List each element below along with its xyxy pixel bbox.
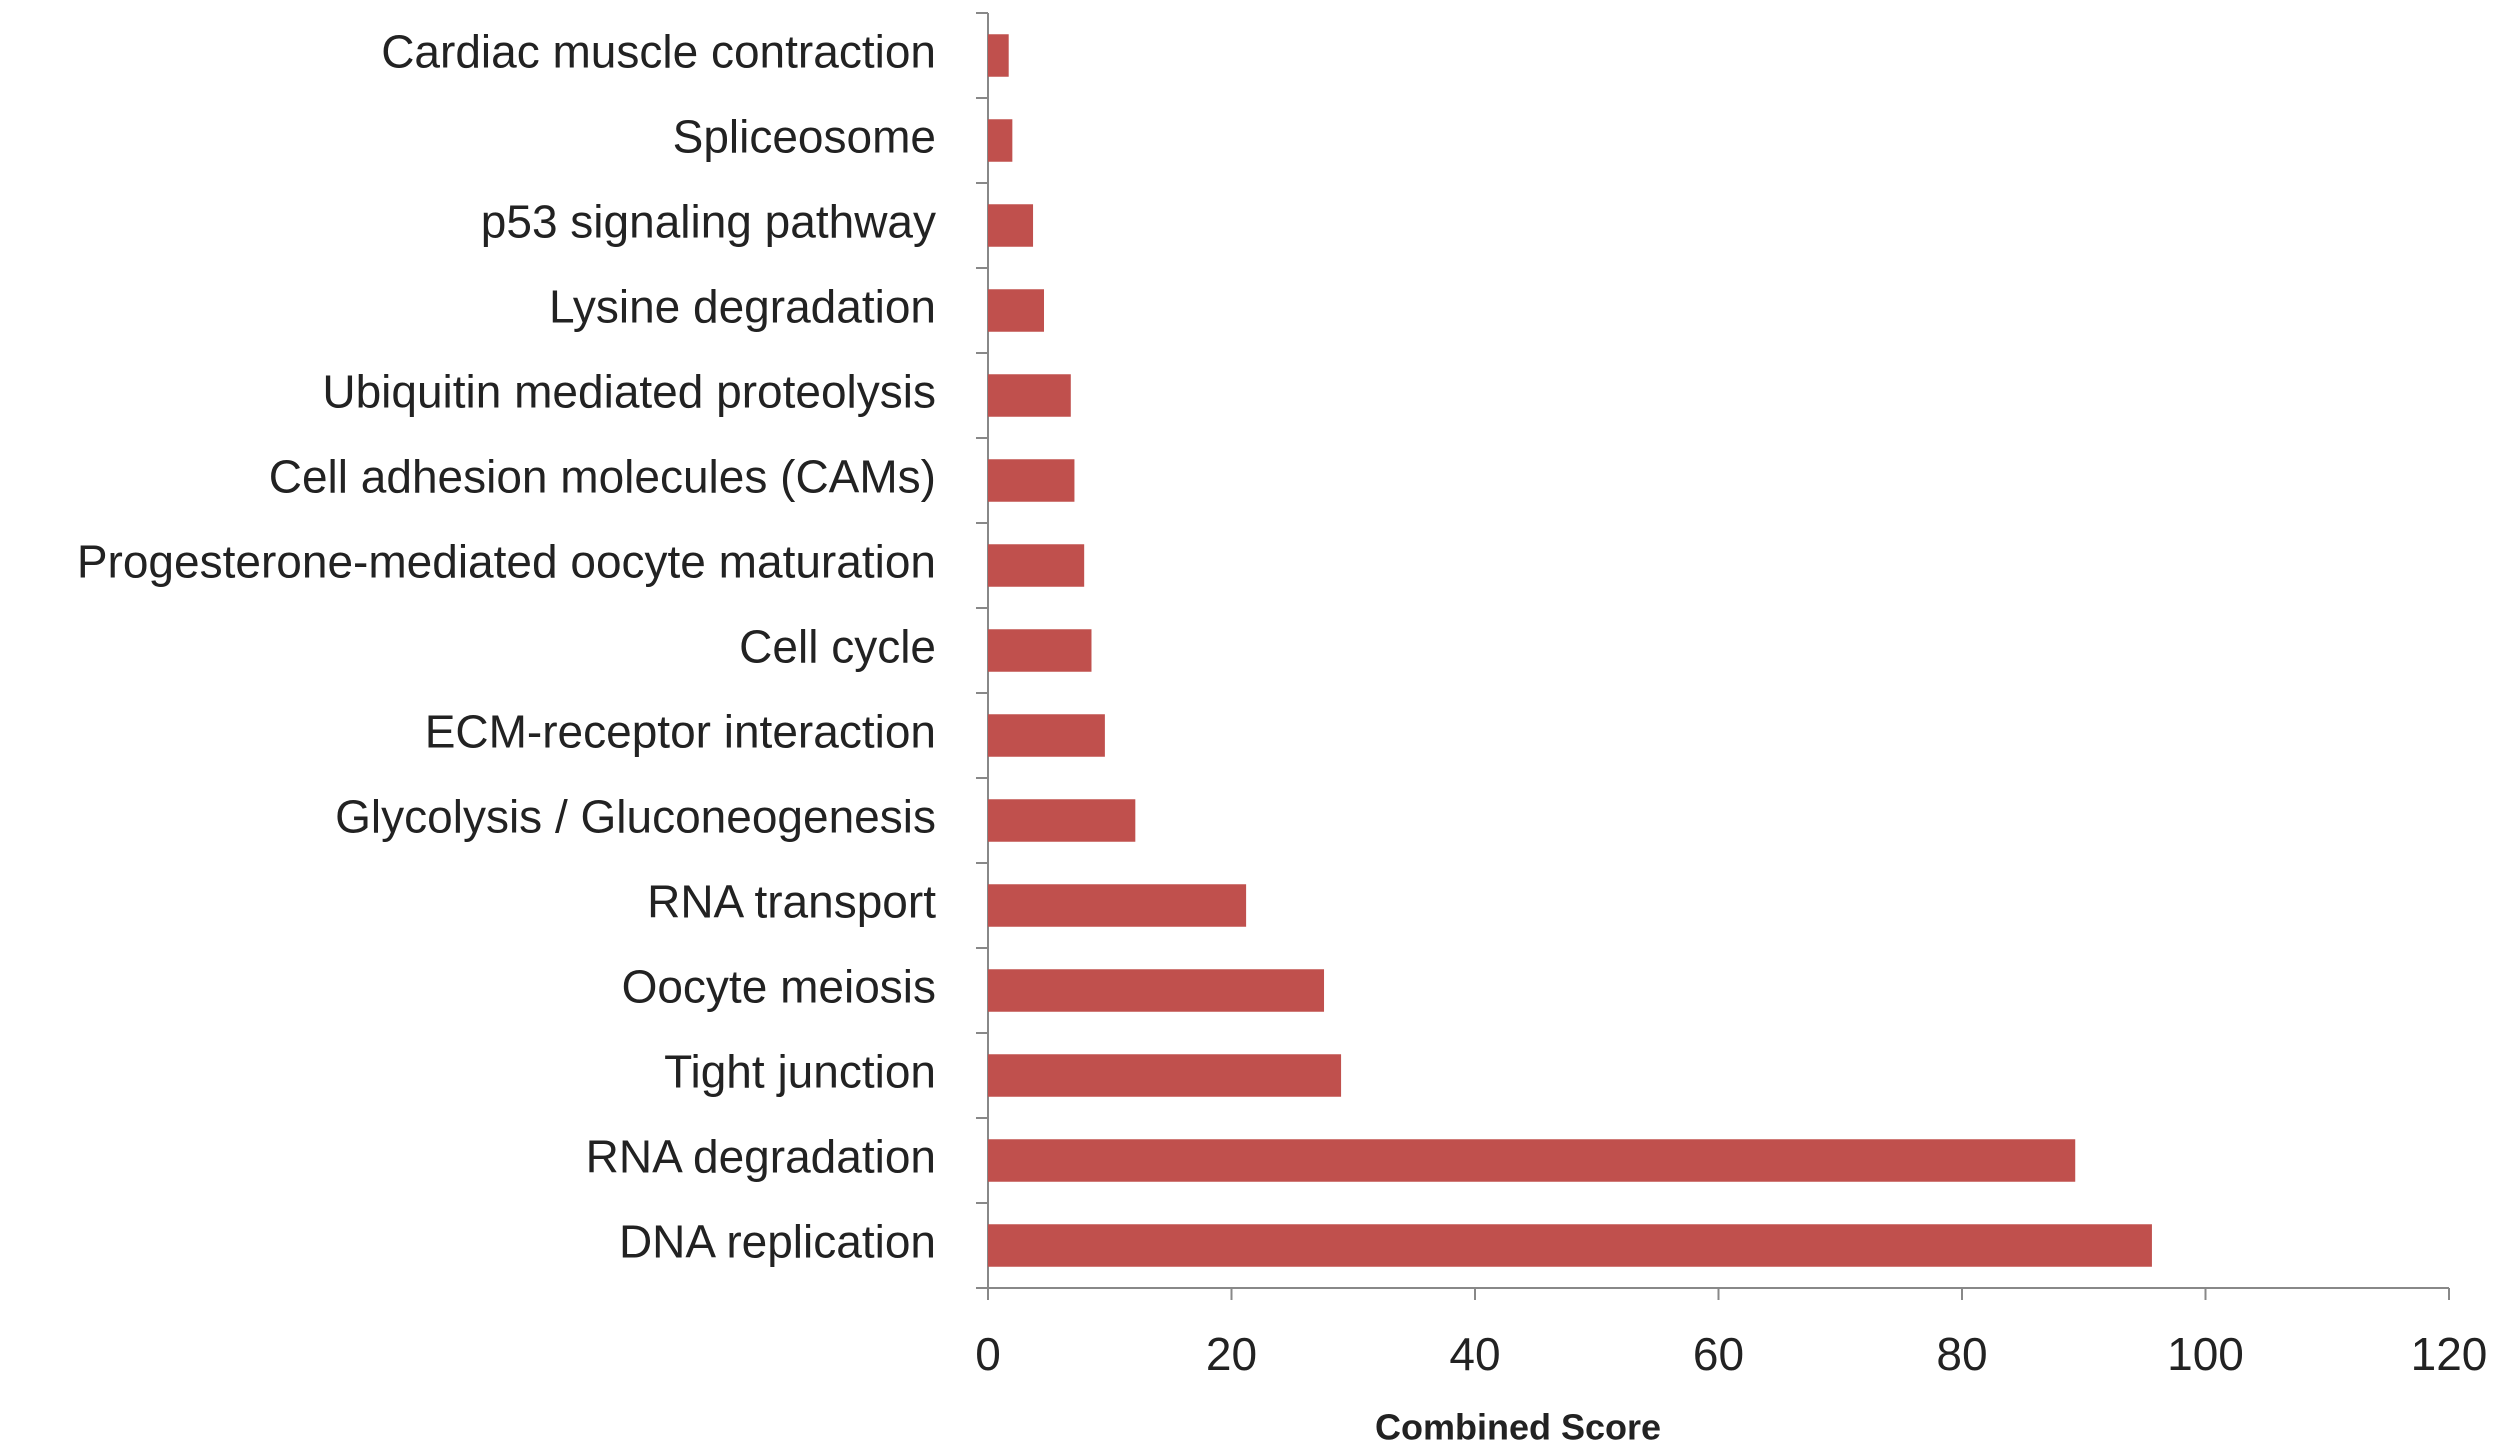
y-tick-label: Oocyte meiosis [622, 961, 936, 1013]
bar [988, 544, 1085, 587]
x-tick-label: 0 [975, 1328, 1001, 1380]
x-tick-label: 120 [2411, 1328, 2488, 1380]
bar [988, 884, 1247, 927]
bar [988, 629, 1092, 672]
y-tick-label: Glycolysis / Gluconeogenesis [335, 791, 936, 843]
x-tick-label: 20 [1206, 1328, 1257, 1380]
y-tick-label: Lysine degradation [549, 281, 936, 333]
bar [988, 204, 1034, 247]
y-tick-label: RNA transport [647, 876, 936, 928]
bar [988, 969, 1325, 1012]
y-tick-label: Progesterone-mediated oocyte maturation [77, 536, 936, 588]
y-tick-label: DNA replication [619, 1216, 936, 1268]
bar [988, 1054, 1342, 1097]
bar [988, 459, 1075, 502]
bar [988, 374, 1071, 417]
y-tick-label: RNA degradation [586, 1131, 936, 1183]
x-tick-label: 40 [1449, 1328, 1500, 1380]
bar [988, 799, 1136, 842]
y-tick-label: ECM-receptor interaction [425, 706, 936, 758]
y-tick-label: Tight junction [664, 1046, 936, 1098]
y-tick-label: Cell adhesion molecules (CAMs) [269, 451, 936, 503]
y-tick-label: p53 signaling pathway [481, 196, 936, 248]
bar [988, 1139, 2076, 1182]
x-tick-label: 100 [2167, 1328, 2244, 1380]
bar [988, 119, 1013, 162]
bar [988, 34, 1009, 77]
y-tick-label: Ubiquitin mediated proteolysis [322, 366, 936, 418]
y-tick-label: Cardiac muscle contraction [381, 26, 936, 78]
x-tick-label: 60 [1693, 1328, 1744, 1380]
bar [988, 714, 1105, 757]
x-axis-title: Combined Score [1375, 1407, 1661, 1448]
y-tick-label: Spliceosome [673, 111, 936, 163]
y-tick-label: Cell cycle [739, 621, 936, 673]
x-tick-label: 80 [1936, 1328, 1987, 1380]
bar [988, 1224, 2152, 1267]
bar [988, 289, 1045, 332]
